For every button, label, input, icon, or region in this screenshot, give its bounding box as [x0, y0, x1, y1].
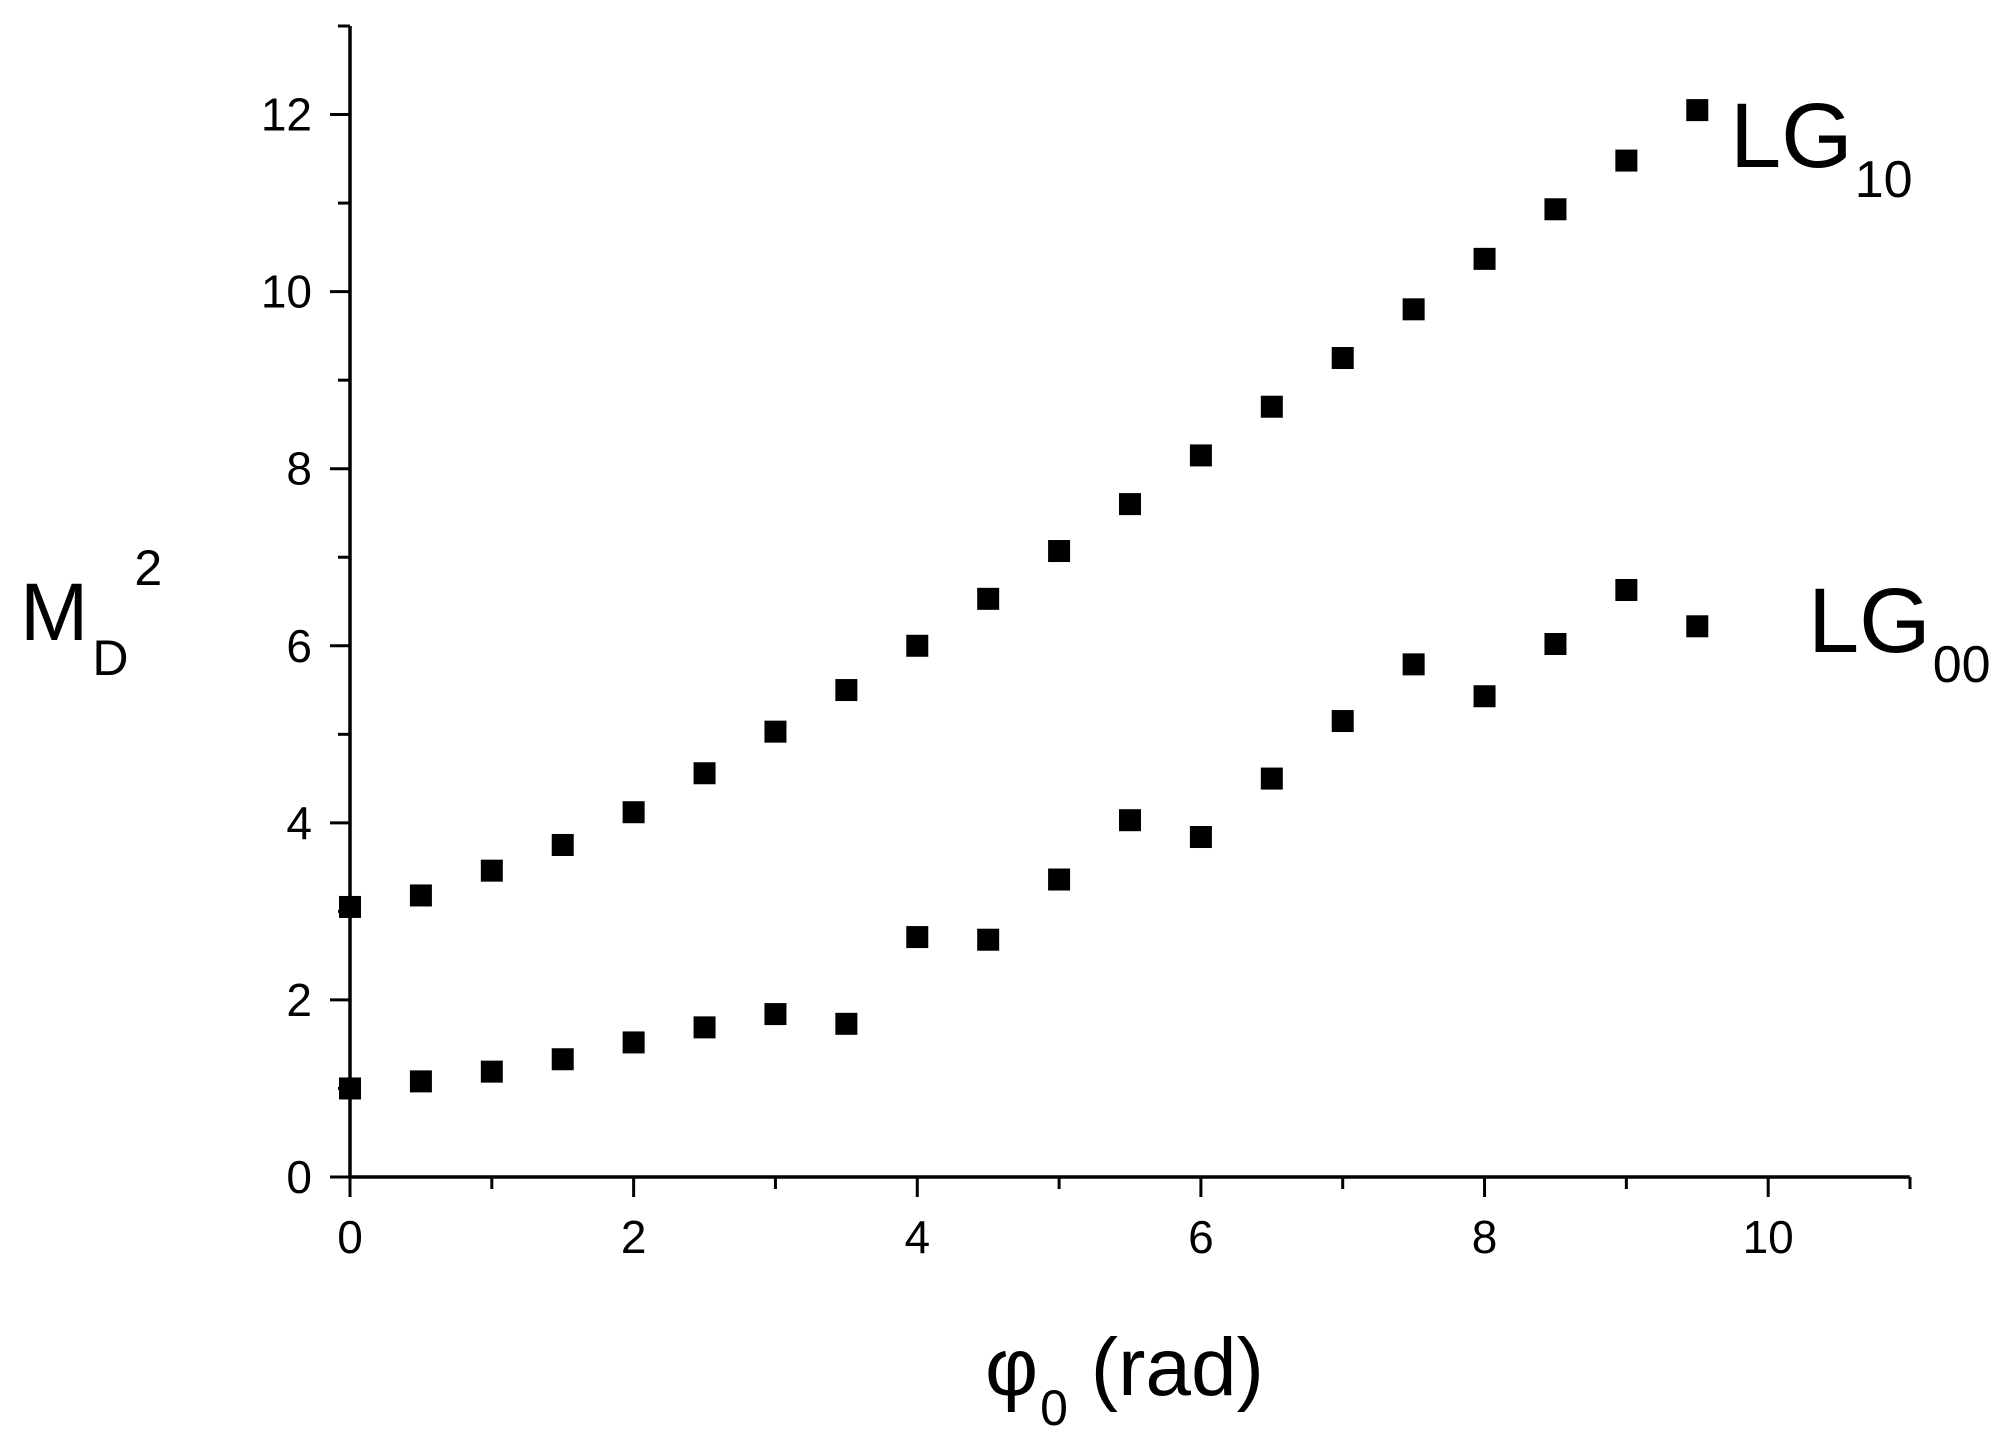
y-tick-label: 6	[286, 620, 312, 672]
data-point	[1189, 826, 1212, 849]
y-tick-label: 2	[286, 974, 312, 1026]
data-point	[764, 1003, 787, 1026]
data-point	[1402, 298, 1425, 321]
series-label-lg00: LG00	[1808, 570, 1991, 694]
data-points	[339, 99, 1709, 1100]
data-point	[693, 1016, 716, 1039]
data-point	[835, 679, 858, 702]
x-tick-label: 2	[621, 1211, 647, 1263]
x-axis-title-symbol: φ	[985, 1322, 1038, 1413]
data-point	[480, 1060, 503, 1083]
series-lg10	[339, 99, 1709, 918]
series-label-lg10: LG10	[1730, 85, 1913, 209]
x-tick-label: 0	[337, 1211, 363, 1263]
data-point	[977, 928, 1000, 951]
data-point	[551, 1048, 574, 1071]
series-label-lg00-subscript: 00	[1933, 636, 1991, 694]
data-point	[339, 895, 361, 918]
data-point	[622, 801, 645, 824]
data-point	[1260, 767, 1283, 790]
x-axis-title-rest: (rad)	[1068, 1322, 1264, 1413]
axes: 0 2 4 6 8 10 0 2 4 6 8 10 12	[261, 24, 1912, 1263]
x-tick-label: 8	[1472, 1211, 1498, 1263]
data-point	[906, 926, 929, 949]
ticks	[330, 24, 1912, 1197]
data-point	[906, 634, 929, 657]
y-axis-title: MD2	[20, 540, 162, 686]
data-point	[622, 1031, 645, 1054]
data-point	[409, 1070, 432, 1093]
data-point	[409, 884, 432, 907]
data-point	[1473, 247, 1496, 270]
data-point	[1119, 809, 1141, 832]
x-tick-label: 4	[904, 1211, 930, 1263]
data-point	[1331, 710, 1354, 733]
y-tick-label: 0	[286, 1151, 312, 1203]
x-axis-title-subscript: 0	[1040, 1380, 1068, 1436]
data-point	[1544, 632, 1567, 655]
y-tick-label: 8	[286, 443, 312, 495]
data-point	[1686, 615, 1709, 638]
data-point	[764, 720, 787, 743]
data-point	[1331, 347, 1354, 370]
data-point	[551, 833, 574, 856]
series-lg00	[339, 578, 1709, 1100]
data-point	[1544, 198, 1567, 221]
data-point	[1615, 578, 1638, 601]
data-point	[1048, 540, 1071, 563]
series-label-lg00-name: LG	[1808, 570, 1931, 672]
data-point	[1686, 99, 1709, 122]
y-axis-title-subscript: D	[92, 630, 128, 686]
data-point	[1402, 653, 1425, 676]
tick-labels: 0 2 4 6 8 10 0 2 4 6 8 10 12	[261, 89, 1794, 1263]
data-point	[339, 1077, 361, 1100]
data-point	[835, 1012, 858, 1035]
y-tick-label: 10	[261, 266, 312, 318]
data-point	[1048, 868, 1071, 891]
data-point	[1119, 493, 1141, 516]
data-point	[977, 587, 1000, 610]
series-label-lg10-name: LG	[1730, 85, 1853, 187]
x-axis-title: φ0 (rad)	[985, 1322, 1264, 1436]
series-label-lg10-subscript: 10	[1855, 151, 1913, 209]
data-point	[1615, 149, 1638, 172]
y-tick-label: 12	[261, 89, 312, 141]
data-point	[693, 762, 716, 785]
data-point	[1189, 444, 1212, 467]
y-tick-label: 4	[286, 797, 312, 849]
data-point	[1260, 395, 1283, 418]
y-axis-title-base: M	[20, 567, 88, 658]
x-tick-label: 6	[1188, 1211, 1214, 1263]
y-axis-title-superscript: 2	[134, 540, 162, 596]
data-point	[480, 859, 503, 882]
x-tick-label: 10	[1743, 1211, 1794, 1263]
data-point	[1473, 685, 1496, 708]
